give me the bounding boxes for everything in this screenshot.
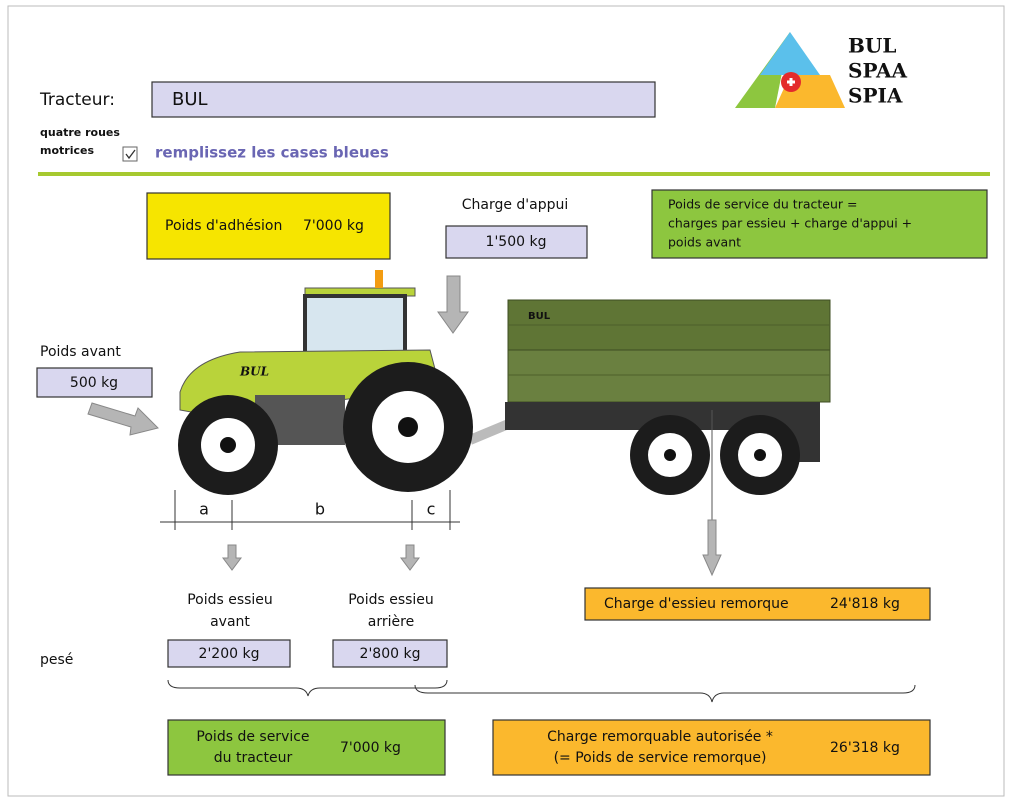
dimension-label: c bbox=[427, 500, 436, 519]
checkbox[interactable] bbox=[123, 147, 137, 161]
service-note: charges par essieu + charge d'appui + bbox=[668, 216, 912, 231]
frame bbox=[8, 6, 1004, 796]
support-label: Charge d'appui bbox=[462, 197, 569, 213]
service-note: Poids de service du tracteur = bbox=[668, 197, 857, 212]
instruction: remplissez les cases bleues bbox=[155, 144, 389, 162]
dimension-label: b bbox=[315, 500, 325, 519]
rear-axle-label: arrière bbox=[368, 614, 414, 630]
front-axle-label: Poids essieu bbox=[187, 592, 273, 608]
trailer-brand: BUL bbox=[528, 311, 551, 322]
front-weight-label: Poids avant bbox=[40, 344, 121, 360]
tractor-label: Tracteur: bbox=[39, 90, 115, 110]
rear-axle-label: Poids essieu bbox=[348, 592, 434, 608]
trailer-axle-value: 24'818 kg bbox=[830, 596, 900, 612]
logo-text: BUL bbox=[848, 34, 896, 58]
form-page: Tracteur: BUL quatre roues motrices remp… bbox=[0, 0, 1012, 797]
dimension-label: a bbox=[199, 500, 209, 519]
four-wd-label: quatre roues bbox=[40, 126, 120, 139]
tractor-service-label: Poids de service bbox=[196, 729, 309, 745]
adhesion-value: 7'000 kg bbox=[303, 218, 364, 234]
logo-text: SPIA bbox=[848, 84, 903, 108]
adhesion-label: Poids d'adhésion bbox=[165, 218, 282, 234]
tractor-value: BUL bbox=[172, 89, 208, 110]
towable-value: 26'318 kg bbox=[830, 740, 900, 756]
towable-label: Charge remorquable autorisée * bbox=[547, 729, 773, 745]
tractor-input[interactable] bbox=[152, 82, 655, 117]
tractor-service-label: du tracteur bbox=[214, 750, 293, 766]
support-value: 1'500 kg bbox=[486, 234, 547, 250]
front-axle-label: avant bbox=[210, 614, 250, 630]
service-note: poids avant bbox=[668, 235, 741, 250]
front-axle-value: 2'200 kg bbox=[199, 646, 260, 662]
tractor-brand: BUL bbox=[239, 365, 269, 379]
four-wd-label: motrices bbox=[40, 144, 94, 157]
logo-text: SPAA bbox=[848, 59, 908, 83]
rear-axle-value: 2'800 kg bbox=[360, 646, 421, 662]
weighed-label: pesé bbox=[40, 652, 73, 668]
towable-label: (= Poids de service remorque) bbox=[554, 750, 767, 766]
tractor-service-value: 7'000 kg bbox=[340, 740, 401, 756]
trailer-axle-label: Charge d'essieu remorque bbox=[604, 596, 789, 612]
front-weight-value: 500 kg bbox=[70, 375, 118, 391]
